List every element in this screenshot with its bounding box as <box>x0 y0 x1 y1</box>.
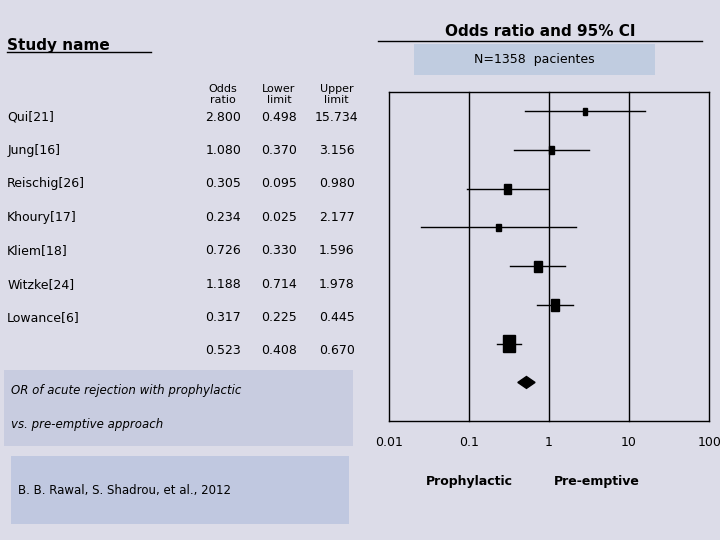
Text: 0.225: 0.225 <box>261 311 297 324</box>
Bar <box>551 299 559 312</box>
Text: 0.095: 0.095 <box>261 178 297 191</box>
Text: N=1358  pacientes: N=1358 pacientes <box>474 53 595 66</box>
Bar <box>496 224 501 231</box>
Text: Study name: Study name <box>7 38 110 53</box>
Text: 0.234: 0.234 <box>205 211 241 224</box>
Text: 10: 10 <box>621 436 637 449</box>
Text: 2.800: 2.800 <box>205 111 241 124</box>
FancyBboxPatch shape <box>11 456 349 524</box>
Bar <box>503 335 515 352</box>
Text: 0.1: 0.1 <box>459 436 479 449</box>
Text: 0.317: 0.317 <box>205 311 241 324</box>
Text: Prophylactic: Prophylactic <box>426 475 513 488</box>
Text: Odds ratio and 95% CI: Odds ratio and 95% CI <box>445 24 635 39</box>
Text: 15.734: 15.734 <box>315 111 359 124</box>
Text: 0.498: 0.498 <box>261 111 297 124</box>
Text: 1.188: 1.188 <box>205 278 241 291</box>
Text: 1.080: 1.080 <box>205 144 241 157</box>
Text: Pre-emptive: Pre-emptive <box>554 475 640 488</box>
FancyBboxPatch shape <box>4 370 353 446</box>
Bar <box>534 260 541 272</box>
Text: 100: 100 <box>697 436 720 449</box>
Text: 0.370: 0.370 <box>261 144 297 157</box>
Polygon shape <box>518 376 535 388</box>
Text: 0.305: 0.305 <box>205 178 241 191</box>
Text: 3.156: 3.156 <box>319 144 354 157</box>
Text: Witzke[24]: Witzke[24] <box>7 278 74 291</box>
Text: 1: 1 <box>545 436 553 449</box>
Text: 0.726: 0.726 <box>205 244 241 257</box>
Text: Odds
ratio: Odds ratio <box>209 84 238 105</box>
Bar <box>505 184 511 194</box>
Text: Jung[16]: Jung[16] <box>7 144 60 157</box>
Text: Kliem[18]: Kliem[18] <box>7 244 68 257</box>
Text: Lowance[6]: Lowance[6] <box>7 311 80 324</box>
Text: Qui[21]: Qui[21] <box>7 111 54 124</box>
Text: 0.714: 0.714 <box>261 278 297 291</box>
Text: 1.978: 1.978 <box>319 278 354 291</box>
Text: 0.330: 0.330 <box>261 244 297 257</box>
Text: 2.177: 2.177 <box>319 211 354 224</box>
Text: Upper
limit: Upper limit <box>320 84 354 105</box>
Text: OR of acute rejection with prophylactic: OR of acute rejection with prophylactic <box>11 384 241 397</box>
Text: Khoury[17]: Khoury[17] <box>7 211 77 224</box>
Text: 0.445: 0.445 <box>319 311 354 324</box>
Text: 0.025: 0.025 <box>261 211 297 224</box>
Text: 0.670: 0.670 <box>319 345 354 357</box>
Text: 0.408: 0.408 <box>261 345 297 357</box>
Bar <box>582 108 587 114</box>
Text: 0.980: 0.980 <box>319 178 354 191</box>
Text: Reischig[26]: Reischig[26] <box>7 178 85 191</box>
Text: vs. pre-emptive approach: vs. pre-emptive approach <box>11 418 163 431</box>
Text: 1.596: 1.596 <box>319 244 354 257</box>
FancyBboxPatch shape <box>414 44 655 75</box>
Bar <box>549 146 554 154</box>
Text: Lower
limit: Lower limit <box>262 84 296 105</box>
Text: B. B. Rawal, S. Shadrou, et al., 2012: B. B. Rawal, S. Shadrou, et al., 2012 <box>18 483 231 497</box>
Text: 0.523: 0.523 <box>205 345 241 357</box>
Text: 0.01: 0.01 <box>375 436 402 449</box>
